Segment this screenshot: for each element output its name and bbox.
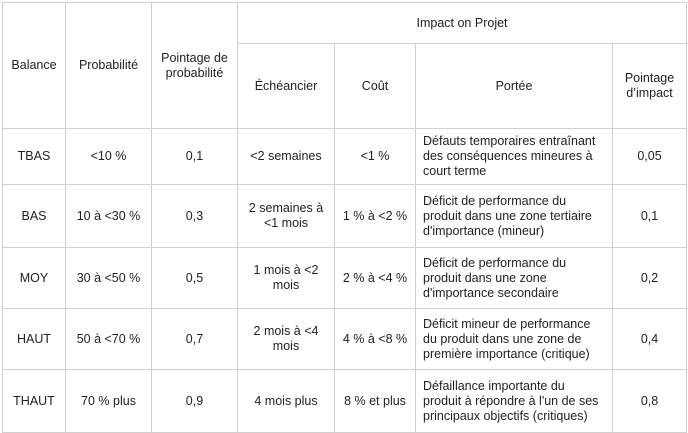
cell-pointage-probabilite: 0,9	[151, 369, 238, 433]
table-row: THAUT 70 % plus 0,9 4 mois plus 8 % et p…	[2, 369, 688, 433]
cell-pointage-impact: 0,8	[611, 369, 688, 433]
cell-echeancier: 1 mois à <2 mois	[237, 247, 335, 309]
table-row: BAS 10 à <30 % 0,3 2 semaines à <1 mois …	[2, 184, 688, 248]
cell-probabilite: 10 à <30 %	[65, 184, 152, 248]
header-cout: Coût	[334, 43, 416, 129]
cell-probabilite: 50 à <70 %	[65, 308, 152, 370]
cell-echeancier: <2 semaines	[237, 128, 335, 185]
cell-portee: Déficit mineur de performance du produit…	[415, 308, 613, 370]
table-row: HAUT 50 à <70 % 0,7 2 mois à <4 mois 4 %…	[2, 308, 688, 370]
cell-pointage-probabilite: 0,1	[151, 128, 238, 185]
cell-cout: 1 % à <2 %	[334, 184, 416, 248]
cell-echeancier: 2 mois à <4 mois	[237, 308, 335, 370]
cell-balance: HAUT	[2, 308, 66, 370]
cell-portee: Déficit de performance du produit dans u…	[415, 247, 613, 309]
cell-cout: <1 %	[334, 128, 416, 185]
cell-cout: 2 % à <4 %	[334, 247, 416, 309]
cell-portee: Défauts temporaires entraînant des consé…	[415, 128, 613, 185]
header-echeancier: Échéancier	[237, 43, 335, 129]
cell-echeancier: 4 mois plus	[237, 369, 335, 433]
cell-balance: THAUT	[2, 369, 66, 433]
cell-portee: Déficit de performance du produit dans u…	[415, 184, 613, 248]
cell-echeancier: 2 semaines à <1 mois	[237, 184, 335, 248]
header-balance: Balance	[2, 2, 66, 129]
cell-pointage-probabilite: 0,7	[151, 308, 238, 370]
cell-cout: 4 % à <8 %	[334, 308, 416, 370]
cell-probabilite: <10 %	[65, 128, 152, 185]
cell-balance: TBAS	[2, 128, 66, 185]
table-row: MOY 30 à <50 % 0,5 1 mois à <2 mois 2 % …	[2, 247, 688, 309]
cell-pointage-impact: 0,4	[611, 308, 688, 370]
cell-pointage-impact: 0,2	[611, 247, 688, 309]
cell-pointage-probabilite: 0,3	[151, 184, 238, 248]
cell-portee: Défaillance importante du produit à répo…	[415, 369, 613, 433]
header-pointage-impact: Pointage d’impact	[611, 43, 688, 129]
header-portee: Portée	[415, 43, 613, 129]
cell-cout: 8 % et plus	[334, 369, 416, 433]
header-impact-group: Impact on Projet	[236, 2, 688, 44]
cell-probabilite: 70 % plus	[65, 369, 152, 433]
cell-pointage-impact: 0,05	[611, 128, 688, 185]
cell-probabilite: 30 à <50 %	[65, 247, 152, 309]
cell-balance: BAS	[2, 184, 66, 248]
header-pointage-probabilite: Pointage de probabilité	[151, 2, 238, 129]
cell-pointage-probabilite: 0,5	[151, 247, 238, 309]
cell-balance: MOY	[2, 247, 66, 309]
cell-pointage-impact: 0,1	[611, 184, 688, 248]
header-probabilite: Probabilité	[65, 2, 152, 129]
table-row: TBAS <10 % 0,1 <2 semaines <1 % Défauts …	[2, 128, 688, 185]
